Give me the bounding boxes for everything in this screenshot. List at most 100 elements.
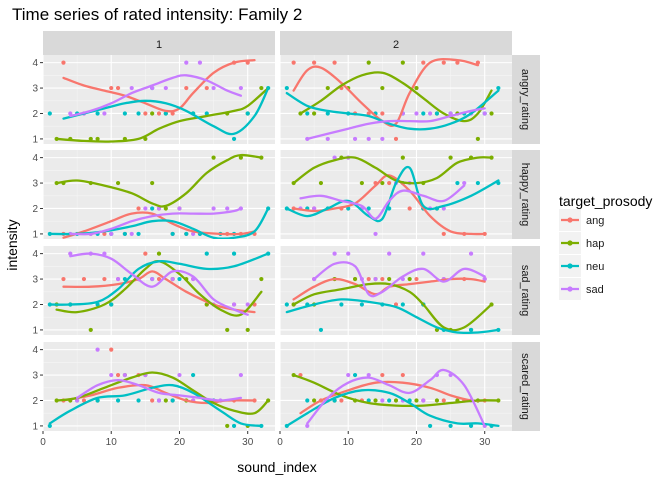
data-point-sad bbox=[163, 85, 168, 91]
data-point-neu bbox=[366, 206, 371, 211]
data-point-sad bbox=[184, 60, 189, 65]
data-point-neu bbox=[231, 136, 237, 142]
panel-background bbox=[280, 342, 512, 431]
data-point-sad bbox=[238, 372, 243, 378]
y-tick-label: 3 bbox=[32, 371, 38, 382]
smooth-line-hap bbox=[292, 373, 500, 408]
row-strip-label: sad_rating bbox=[519, 265, 531, 316]
data-point-ang bbox=[400, 372, 405, 378]
data-point-hap bbox=[238, 155, 243, 160]
data-point-sad bbox=[482, 111, 487, 116]
data-point-sad bbox=[156, 398, 162, 403]
data-point-hap bbox=[380, 180, 385, 186]
legend-label-ang: ang bbox=[586, 215, 604, 227]
data-point-sad bbox=[102, 111, 107, 116]
data-point-sad bbox=[238, 85, 243, 91]
smooth-line-neu bbox=[285, 298, 500, 335]
smooth-line-hap bbox=[55, 86, 270, 143]
data-point-neu bbox=[468, 423, 474, 429]
x-tick-label: 30 bbox=[242, 437, 254, 448]
data-point-hap bbox=[373, 398, 378, 403]
data-point-sad bbox=[305, 423, 310, 429]
data-point-sad bbox=[109, 231, 114, 237]
legend-label-neu: neu bbox=[586, 261, 604, 273]
data-point-hap bbox=[318, 180, 324, 186]
smooth-line-sad bbox=[312, 261, 486, 298]
data-point-sad bbox=[366, 136, 371, 142]
data-point-hap bbox=[211, 155, 216, 160]
smooth-line-ang bbox=[62, 58, 256, 113]
row-strip-label: scared_rating bbox=[519, 353, 531, 420]
data-point-neu bbox=[115, 398, 121, 403]
data-point-ang bbox=[407, 206, 412, 211]
data-point-neu bbox=[428, 423, 433, 429]
chart-title: Time series of rated intensity: Family 2 bbox=[12, 5, 302, 24]
data-point-ang bbox=[109, 347, 114, 352]
smooth-line-sad bbox=[69, 74, 243, 118]
data-point-sad bbox=[177, 372, 182, 378]
smooth-line-sad bbox=[306, 107, 486, 141]
smooth-line-ang bbox=[62, 270, 256, 314]
data-point-hap bbox=[407, 276, 412, 282]
data-point-sad bbox=[380, 136, 385, 142]
data-point-hap bbox=[400, 60, 405, 65]
data-point-sad bbox=[380, 398, 385, 403]
legend-key-point-ang bbox=[567, 217, 573, 223]
data-point-hap bbox=[475, 136, 480, 142]
data-point-neu bbox=[325, 111, 330, 116]
data-point-neu bbox=[421, 111, 426, 116]
data-point-ang bbox=[421, 60, 426, 65]
data-point-sad bbox=[448, 111, 453, 116]
data-point-sad bbox=[211, 85, 216, 91]
data-point-neu bbox=[136, 111, 141, 116]
data-point-neu bbox=[95, 111, 100, 116]
data-point-sad bbox=[387, 251, 392, 256]
data-point-hap bbox=[325, 85, 330, 91]
smooth-line-hap bbox=[55, 153, 263, 208]
data-point-sad bbox=[421, 251, 426, 256]
data-point-sad bbox=[177, 206, 182, 211]
data-point-hap bbox=[259, 276, 264, 282]
data-point-ang bbox=[380, 276, 385, 282]
data-point-neu bbox=[387, 398, 392, 403]
data-point-ang bbox=[156, 276, 162, 282]
data-point-hap bbox=[387, 276, 392, 282]
data-point-sad bbox=[462, 180, 467, 186]
data-point-sad bbox=[115, 276, 121, 282]
x-tick-label: 20 bbox=[174, 437, 186, 448]
smooth-line-neu bbox=[48, 252, 270, 306]
data-point-neu bbox=[136, 398, 141, 403]
data-point-neu bbox=[136, 231, 141, 237]
panel-happy_rating-2 bbox=[284, 155, 501, 237]
data-point-neu bbox=[339, 302, 344, 307]
data-point-ang bbox=[414, 276, 419, 282]
data-point-sad bbox=[95, 347, 100, 352]
row-strip-sad_rating bbox=[512, 246, 540, 335]
smooth-line-hap bbox=[299, 71, 493, 123]
y-tick-label: 1 bbox=[32, 229, 38, 240]
panels-layer: 1 2 angry_rating happy_rating sad_ratingscar… bbox=[32, 31, 540, 448]
data-point-ang bbox=[455, 60, 460, 65]
data-point-hap bbox=[163, 398, 168, 403]
data-point-sad bbox=[373, 231, 378, 237]
panel-sad_rating-1 bbox=[47, 251, 271, 333]
data-point-neu bbox=[305, 111, 310, 116]
y-tick-label: 3 bbox=[32, 84, 38, 95]
y-tick-label: 3 bbox=[32, 179, 38, 190]
x-tick-label: 10 bbox=[106, 437, 118, 448]
data-point-neu bbox=[366, 398, 371, 403]
data-point-hap bbox=[150, 180, 155, 186]
data-point-ang bbox=[81, 398, 87, 403]
smooth-line-hap bbox=[292, 156, 493, 185]
panel-scared_rating-2 bbox=[284, 368, 501, 429]
y-tick-label: 3 bbox=[32, 275, 38, 286]
data-point-sad bbox=[156, 206, 162, 211]
data-point-neu bbox=[177, 276, 182, 282]
data-point-sad bbox=[332, 155, 337, 160]
smooth-line-neu bbox=[62, 86, 270, 136]
row-strip-label: angry_rating bbox=[519, 69, 531, 130]
data-point-hap bbox=[366, 60, 371, 65]
x-tick-label: 10 bbox=[343, 437, 355, 448]
smooth-line-neu bbox=[285, 89, 500, 131]
